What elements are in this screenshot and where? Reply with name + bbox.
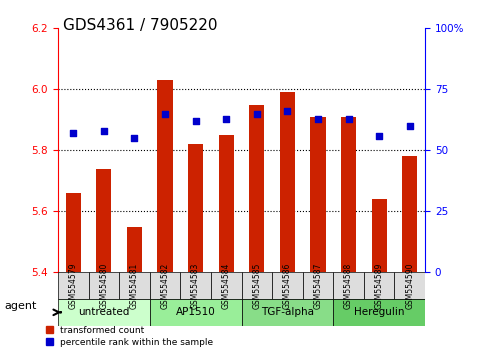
Point bbox=[253, 111, 261, 116]
FancyBboxPatch shape bbox=[272, 272, 303, 299]
Point bbox=[100, 128, 108, 133]
FancyBboxPatch shape bbox=[58, 272, 88, 299]
Point bbox=[222, 116, 230, 121]
Text: GSM554581: GSM554581 bbox=[130, 263, 139, 309]
FancyBboxPatch shape bbox=[88, 272, 119, 299]
Bar bbox=[66, 193, 81, 272]
FancyBboxPatch shape bbox=[119, 272, 150, 299]
FancyBboxPatch shape bbox=[303, 272, 333, 299]
Text: GSM554590: GSM554590 bbox=[405, 262, 414, 309]
Text: GSM554587: GSM554587 bbox=[313, 262, 323, 309]
Bar bbox=[96, 169, 112, 272]
Bar bbox=[311, 117, 326, 272]
Text: GSM554583: GSM554583 bbox=[191, 262, 200, 309]
FancyBboxPatch shape bbox=[333, 272, 364, 299]
Point bbox=[70, 130, 77, 136]
FancyBboxPatch shape bbox=[395, 272, 425, 299]
Point bbox=[406, 123, 413, 129]
Point bbox=[161, 111, 169, 116]
FancyBboxPatch shape bbox=[364, 272, 395, 299]
Point bbox=[192, 118, 199, 124]
Bar bbox=[188, 144, 203, 272]
Text: GSM554579: GSM554579 bbox=[69, 262, 78, 309]
Bar bbox=[127, 227, 142, 272]
FancyBboxPatch shape bbox=[242, 272, 272, 299]
Legend: transformed count, percentile rank within the sample: transformed count, percentile rank withi… bbox=[43, 323, 216, 349]
Text: GSM554588: GSM554588 bbox=[344, 263, 353, 309]
FancyBboxPatch shape bbox=[58, 299, 150, 326]
FancyBboxPatch shape bbox=[333, 299, 425, 326]
Point bbox=[130, 135, 138, 141]
Text: GSM554584: GSM554584 bbox=[222, 262, 231, 309]
Point bbox=[284, 108, 291, 114]
Text: GSM554582: GSM554582 bbox=[160, 263, 170, 309]
Bar bbox=[249, 104, 265, 272]
Bar bbox=[341, 117, 356, 272]
Text: AP1510: AP1510 bbox=[176, 307, 215, 317]
Bar bbox=[157, 80, 173, 272]
Bar bbox=[371, 199, 387, 272]
Point bbox=[375, 133, 383, 138]
Text: Heregulin: Heregulin bbox=[354, 307, 404, 317]
Bar bbox=[280, 92, 295, 272]
FancyBboxPatch shape bbox=[150, 272, 180, 299]
FancyBboxPatch shape bbox=[150, 299, 242, 326]
Text: GSM554586: GSM554586 bbox=[283, 262, 292, 309]
Bar bbox=[219, 135, 234, 272]
Bar bbox=[402, 156, 417, 272]
FancyBboxPatch shape bbox=[180, 272, 211, 299]
Text: GDS4361 / 7905220: GDS4361 / 7905220 bbox=[63, 18, 217, 33]
Text: agent: agent bbox=[5, 301, 37, 311]
Point bbox=[345, 116, 353, 121]
FancyBboxPatch shape bbox=[211, 272, 242, 299]
Point bbox=[314, 116, 322, 121]
Text: GSM554589: GSM554589 bbox=[375, 262, 384, 309]
Text: GSM554585: GSM554585 bbox=[252, 262, 261, 309]
Text: TGF-alpha: TGF-alpha bbox=[261, 307, 314, 317]
FancyBboxPatch shape bbox=[242, 299, 333, 326]
Text: GSM554580: GSM554580 bbox=[99, 262, 108, 309]
Text: untreated: untreated bbox=[78, 307, 129, 317]
